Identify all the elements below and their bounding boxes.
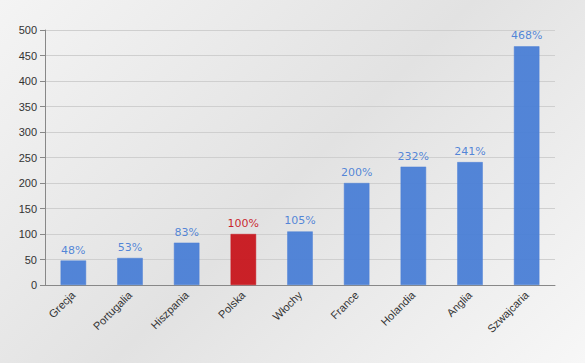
svg-text:200%: 200% xyxy=(341,166,372,179)
svg-text:53%: 53% xyxy=(118,241,142,254)
svg-text:48%: 48% xyxy=(61,244,85,257)
svg-text:France: France xyxy=(328,289,361,322)
svg-text:105%: 105% xyxy=(284,214,315,227)
svg-text:400: 400 xyxy=(19,75,37,87)
svg-text:Anglia: Anglia xyxy=(444,288,475,319)
svg-text:83%: 83% xyxy=(174,226,198,239)
svg-text:241%: 241% xyxy=(454,145,485,158)
svg-text:50: 50 xyxy=(25,254,37,266)
svg-text:350: 350 xyxy=(19,101,37,113)
svg-text:Grecja: Grecja xyxy=(46,288,78,320)
svg-text:Polska: Polska xyxy=(216,288,248,320)
svg-text:500: 500 xyxy=(19,24,37,36)
svg-text:Portugalia: Portugalia xyxy=(91,288,135,332)
svg-text:468%: 468% xyxy=(511,29,542,42)
svg-text:Holandia: Holandia xyxy=(378,288,418,328)
svg-text:0: 0 xyxy=(31,279,37,291)
svg-text:300: 300 xyxy=(19,126,37,138)
svg-text:100%: 100% xyxy=(228,217,259,230)
svg-text:200: 200 xyxy=(19,177,37,189)
svg-text:150: 150 xyxy=(19,203,37,215)
svg-text:Włochy: Włochy xyxy=(270,288,304,322)
svg-text:450: 450 xyxy=(19,50,37,62)
svg-text:Hiszpania: Hiszpania xyxy=(148,288,191,331)
svg-text:250: 250 xyxy=(19,152,37,164)
svg-text:100: 100 xyxy=(19,228,37,240)
svg-text:Szwajcaria: Szwajcaria xyxy=(485,288,532,335)
svg-text:232%: 232% xyxy=(398,150,429,163)
